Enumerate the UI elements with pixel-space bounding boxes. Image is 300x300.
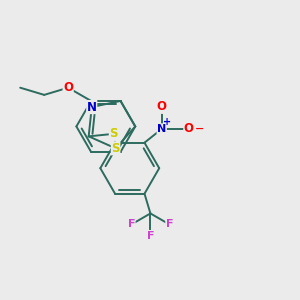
Text: N: N bbox=[157, 124, 167, 134]
Text: +: + bbox=[163, 116, 171, 127]
Text: O: O bbox=[157, 100, 167, 113]
Text: −: − bbox=[195, 124, 205, 134]
Text: S: S bbox=[111, 142, 120, 155]
Text: F: F bbox=[128, 220, 135, 230]
Text: O: O bbox=[184, 122, 194, 135]
Text: F: F bbox=[166, 220, 173, 230]
Text: S: S bbox=[109, 128, 118, 140]
Text: N: N bbox=[87, 100, 97, 114]
Text: O: O bbox=[63, 81, 73, 94]
Text: F: F bbox=[147, 230, 154, 241]
